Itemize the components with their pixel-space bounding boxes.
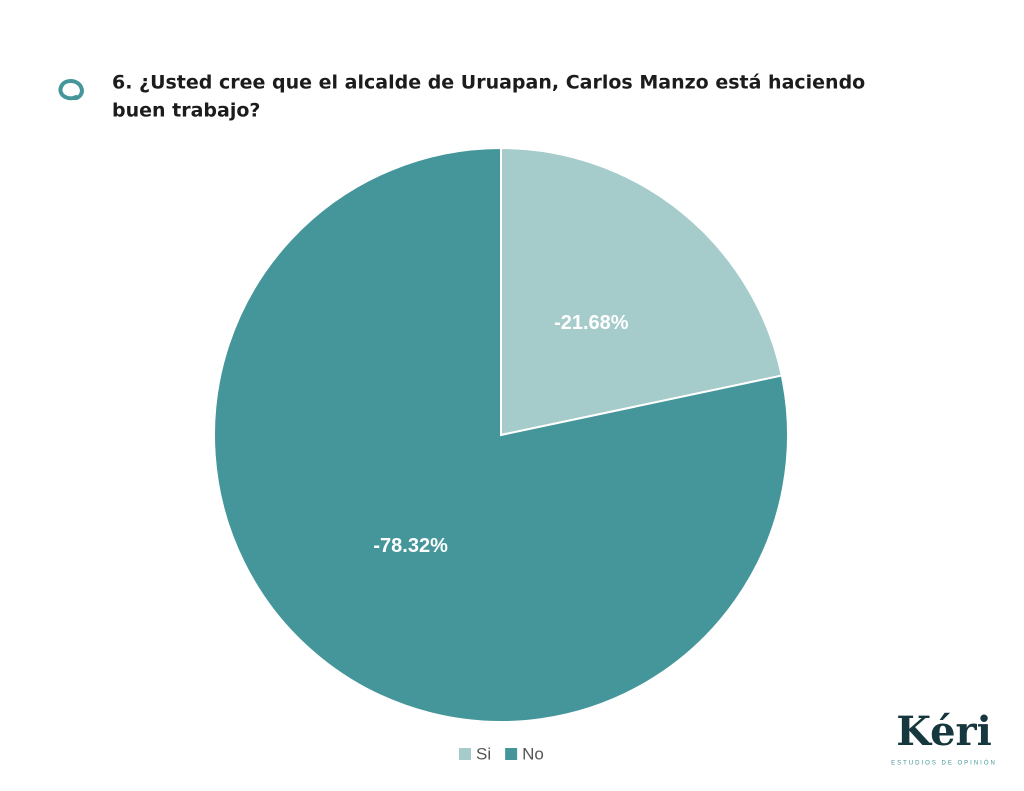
pie: -21.68% -78.32% <box>213 146 789 723</box>
legend-label: Si <box>476 744 491 763</box>
legend-label: No <box>522 744 544 763</box>
value-label: -21.68% <box>554 312 629 334</box>
title-icon <box>58 79 84 101</box>
legend: Si No <box>459 744 544 763</box>
pie-slice <box>213 146 789 723</box>
legend-swatch <box>505 748 518 760</box>
chart-title: 6. ¿Usted cree que el alcalde de Uruapan… <box>112 72 865 94</box>
logo-tagline: ESTUDIOS DE OPINIÓN <box>891 760 997 767</box>
value-label: -78.32% <box>373 535 448 557</box>
logo-name: Kéri <box>896 708 992 755</box>
pie-slice <box>500 146 783 437</box>
legend-swatch <box>459 748 471 760</box>
chart-title-line2: buen trabajo? <box>112 100 260 122</box>
